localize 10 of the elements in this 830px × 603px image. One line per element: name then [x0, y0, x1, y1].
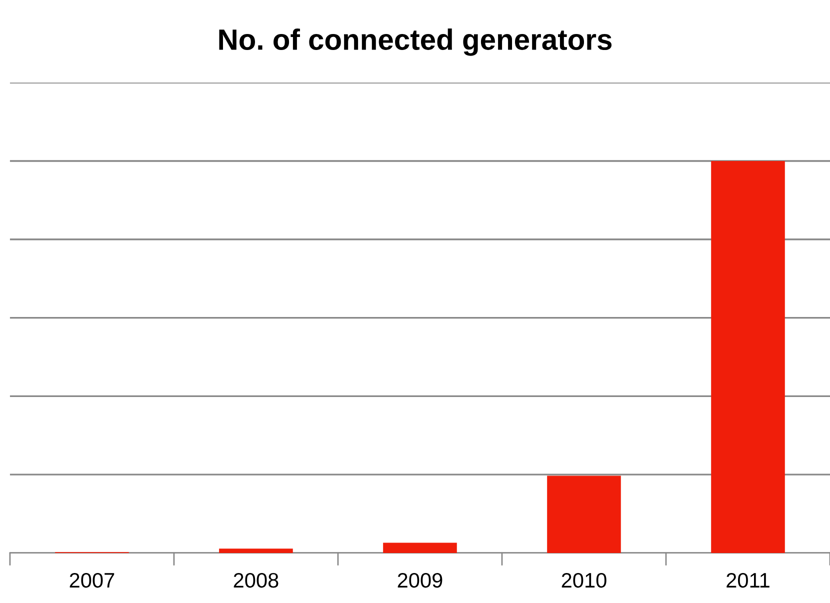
x-tick-label: 2009: [398, 572, 442, 588]
bar: [711, 161, 785, 553]
x-tick-label: 2011: [726, 572, 770, 588]
x-tick-label: 2008: [234, 572, 278, 588]
bar: [547, 476, 621, 553]
bar: [383, 542, 457, 553]
bar: [219, 548, 293, 553]
x-tick-label: 2007: [70, 572, 114, 588]
chart-title: No. of connected generators: [219, 28, 612, 56]
x-tick-label: 2010: [562, 572, 606, 588]
